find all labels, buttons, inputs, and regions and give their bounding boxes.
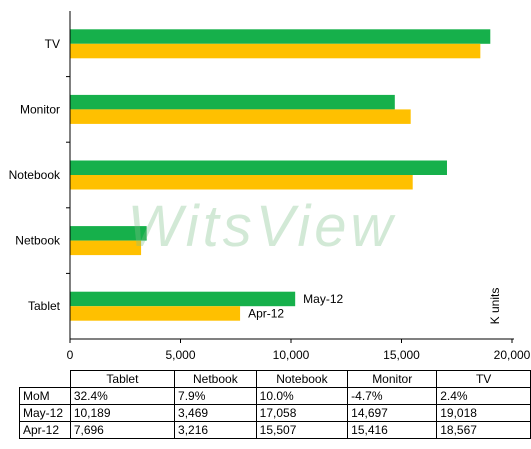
bar-tv-apr-12 bbox=[70, 43, 481, 59]
x-tick-label: 15,000 bbox=[383, 348, 420, 362]
row-label: Apr-12 bbox=[19, 421, 71, 439]
bar-netbook-may-12 bbox=[70, 226, 147, 241]
table-cell: -4.7% bbox=[347, 387, 438, 405]
bar-notebook-may-12 bbox=[70, 160, 447, 175]
table-cell: 3,469 bbox=[174, 404, 257, 422]
row-label: MoM bbox=[19, 387, 71, 405]
bar-tablet-apr-12 bbox=[70, 306, 241, 321]
unit-label: K units bbox=[488, 288, 502, 325]
column-header-netbook: Netbook bbox=[174, 370, 257, 388]
table-cell: 32.4% bbox=[69, 387, 176, 405]
bar-monitor-may-12 bbox=[70, 94, 395, 110]
column-header-tv: TV bbox=[436, 370, 531, 388]
table-cell: 18,567 bbox=[436, 421, 531, 439]
table-row-mom: MoM 32.4% 7.9% 10.0% -4.7% 2.4% bbox=[19, 387, 531, 405]
table-cell: 10,189 bbox=[69, 404, 176, 422]
table-row-may-12: May-12 10,189 3,469 17,058 14,697 19,018 bbox=[19, 404, 531, 422]
bar-chart: Tablet Netbook Notebook Monitor TV May-12 Apr-… bbox=[9, 11, 531, 362]
category-label-tv: TV bbox=[45, 37, 60, 51]
table-cell: 17,058 bbox=[255, 404, 349, 422]
column-header-notebook: Notebook bbox=[255, 370, 349, 388]
table-cell: 10.0% bbox=[255, 387, 349, 405]
x-tick-label: 5,000 bbox=[165, 348, 195, 362]
table-cell: 19,018 bbox=[436, 404, 531, 422]
bar-tablet-may-12 bbox=[70, 291, 296, 307]
table-header-row: Tablet Netbook Notebook Monitor TV bbox=[19, 370, 531, 388]
category-label-monitor: Monitor bbox=[20, 102, 60, 116]
category-label-notebook: Notebook bbox=[9, 168, 61, 182]
table-cell: 3,216 bbox=[174, 421, 257, 439]
x-tick-label: 10,000 bbox=[273, 348, 310, 362]
category-label-netbook: Netbook bbox=[15, 234, 61, 248]
category-label-tablet: Tablet bbox=[28, 299, 61, 313]
table-cell: 2.4% bbox=[436, 387, 531, 405]
data-table-container: Tablet Netbook Notebook Monitor TV MoM 3… bbox=[19, 370, 531, 439]
data-table: Tablet Netbook Notebook Monitor TV MoM 3… bbox=[19, 370, 531, 439]
table-cell: 14,697 bbox=[347, 404, 438, 422]
table-cell: 15,507 bbox=[255, 421, 349, 439]
bar-monitor-apr-12 bbox=[70, 109, 411, 124]
watermark: WitsView bbox=[128, 194, 397, 259]
row-label: May-12 bbox=[19, 404, 71, 422]
series-label-apr-12: Apr-12 bbox=[248, 306, 284, 320]
series-label-may-12: May-12 bbox=[303, 292, 343, 306]
x-tick-label: 0 bbox=[67, 348, 74, 362]
table-row-apr-12: Apr-12 7,696 3,216 15,507 15,416 18,567 bbox=[19, 421, 531, 439]
bar-notebook-apr-12 bbox=[70, 175, 413, 190]
column-header-tablet: Tablet bbox=[69, 370, 176, 388]
bar-netbook-apr-12 bbox=[70, 240, 142, 256]
table-corner bbox=[19, 370, 71, 388]
table-cell: 7.9% bbox=[174, 387, 257, 405]
column-header-monitor: Monitor bbox=[347, 370, 438, 388]
bar-tv-may-12 bbox=[70, 29, 491, 44]
table-cell: 15,416 bbox=[347, 421, 438, 439]
x-tick-label: 20,000 bbox=[494, 348, 531, 362]
table-cell: 7,696 bbox=[69, 421, 176, 439]
